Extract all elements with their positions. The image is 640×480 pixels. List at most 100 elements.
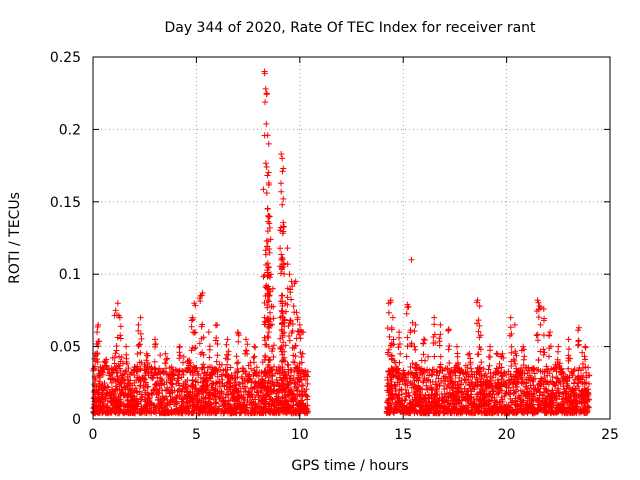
data-point (453, 388, 460, 395)
data-point (549, 374, 556, 380)
data-point (183, 404, 190, 411)
data-point (430, 334, 437, 340)
data-point (137, 396, 144, 403)
data-point (408, 340, 415, 347)
data-point (291, 408, 298, 415)
data-point (278, 251, 285, 258)
data-point (252, 378, 259, 385)
data-point (541, 401, 548, 408)
data-point (497, 387, 504, 394)
y-axis-label: ROTI / TECUs (7, 192, 23, 284)
data-point (137, 330, 144, 337)
data-point (544, 379, 551, 386)
data-point (520, 405, 527, 412)
data-point (272, 402, 278, 408)
data-point (571, 380, 578, 387)
data-point (265, 140, 272, 147)
data-point (396, 341, 403, 347)
data-point (551, 392, 558, 399)
data-point (303, 392, 310, 399)
data-point (125, 391, 131, 398)
data-point (291, 280, 298, 287)
data-point (256, 381, 263, 388)
data-point (493, 350, 500, 357)
data-point (421, 409, 428, 416)
data-point (214, 352, 221, 359)
data-point (398, 386, 405, 393)
data-point (563, 410, 570, 417)
data-point (202, 395, 209, 402)
data-point (450, 385, 457, 392)
data-point (387, 299, 394, 306)
data-point (476, 344, 483, 350)
data-point (540, 351, 547, 358)
data-point (262, 318, 269, 325)
y-tick-label: 0.05 (50, 340, 81, 356)
data-point (153, 380, 160, 387)
data-point (132, 395, 139, 402)
data-point (98, 393, 105, 400)
data-point (283, 409, 290, 416)
data-point (267, 236, 274, 243)
data-point (420, 340, 427, 347)
data-point (271, 363, 277, 370)
data-point (387, 372, 394, 379)
data-point (510, 356, 517, 363)
data-point (534, 331, 541, 338)
data-point (138, 359, 145, 366)
data-point (291, 345, 298, 352)
data-point (543, 388, 550, 395)
data-point (412, 346, 419, 353)
data-point (117, 380, 124, 387)
data-point (501, 402, 507, 409)
plot-frame (92, 56, 611, 420)
data-point (214, 341, 221, 347)
data-point (564, 374, 571, 381)
data-point (262, 293, 269, 299)
data-point (277, 344, 284, 351)
data-point (137, 382, 144, 389)
data-point (117, 332, 124, 339)
data-point (294, 364, 300, 371)
data-point (283, 308, 289, 315)
data-point (191, 364, 198, 371)
data-point (261, 379, 268, 386)
data-point (565, 365, 572, 372)
data-point (162, 360, 169, 366)
data-point (112, 387, 119, 394)
data-point (577, 375, 584, 382)
data-point (403, 409, 410, 416)
data-point (470, 410, 477, 416)
data-point (396, 367, 402, 374)
data-point (467, 385, 474, 392)
data-point (511, 389, 518, 396)
data-point (279, 256, 286, 263)
data-point (204, 410, 211, 416)
data-point (279, 364, 286, 371)
data-point (262, 380, 269, 387)
data-point (418, 406, 425, 412)
data-point (280, 219, 287, 226)
data-point (420, 351, 427, 358)
data-point (578, 408, 585, 415)
data-point (222, 394, 229, 401)
data-point (463, 402, 470, 409)
data-point (140, 384, 147, 391)
data-point (502, 390, 509, 397)
data-point (528, 396, 535, 403)
data-point (97, 374, 104, 381)
data-point (438, 379, 444, 386)
data-point (132, 385, 139, 392)
data-point (392, 401, 398, 408)
data-point (477, 400, 484, 407)
data-point (487, 391, 494, 398)
data-point (111, 354, 118, 361)
data-point (454, 382, 461, 388)
data-point (263, 190, 270, 196)
data-point (241, 399, 248, 406)
data-point (535, 306, 542, 313)
data-point (127, 409, 134, 416)
data-point (224, 361, 231, 368)
data-point (224, 379, 231, 386)
data-point (465, 351, 472, 358)
